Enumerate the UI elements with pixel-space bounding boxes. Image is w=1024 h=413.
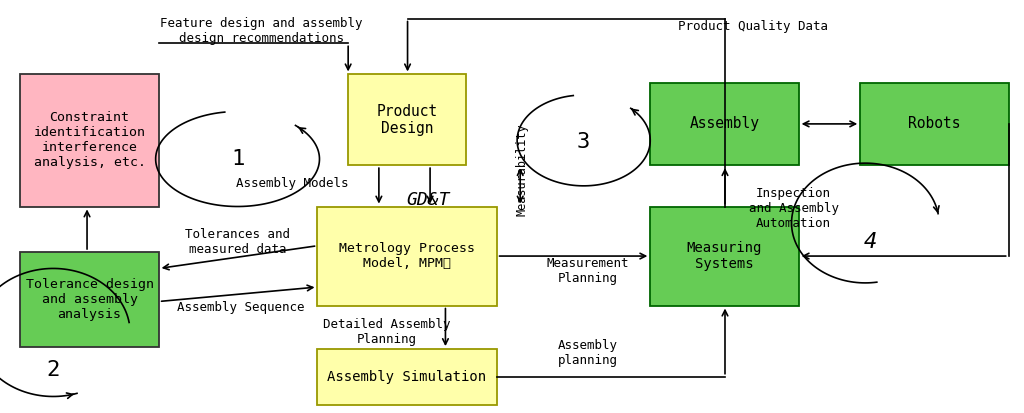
FancyBboxPatch shape xyxy=(650,83,799,165)
FancyBboxPatch shape xyxy=(20,74,159,206)
Text: Metrology Process
Model, MPM）: Metrology Process Model, MPM） xyxy=(339,242,475,270)
Text: Tolerance design
and assembly
analysis: Tolerance design and assembly analysis xyxy=(26,278,154,321)
FancyBboxPatch shape xyxy=(317,349,497,405)
Text: Product Quality Data: Product Quality Data xyxy=(678,20,827,33)
FancyBboxPatch shape xyxy=(860,83,1009,165)
Text: Assembly Models: Assembly Models xyxy=(236,177,348,190)
Text: Measurement
Planning: Measurement Planning xyxy=(547,256,629,285)
Text: Constraint
identification
interference
analysis, etc.: Constraint identification interference a… xyxy=(34,112,145,169)
Text: Measuring
Systems: Measuring Systems xyxy=(687,241,762,271)
Text: GD&T: GD&T xyxy=(407,191,450,209)
Text: 4: 4 xyxy=(863,232,878,252)
Text: Feature design and assembly
design recommendations: Feature design and assembly design recom… xyxy=(160,17,362,45)
Text: Tolerances and
measured data: Tolerances and measured data xyxy=(185,228,290,256)
Text: Inspection
and Assembly
Automation: Inspection and Assembly Automation xyxy=(749,187,839,230)
FancyBboxPatch shape xyxy=(650,206,799,306)
Text: Robots: Robots xyxy=(908,116,961,131)
Text: Measurability: Measurability xyxy=(516,123,528,216)
Text: Assembly: Assembly xyxy=(689,116,760,131)
Text: 1: 1 xyxy=(230,149,245,169)
Text: 2: 2 xyxy=(46,360,60,380)
FancyBboxPatch shape xyxy=(317,206,497,306)
FancyBboxPatch shape xyxy=(20,252,159,347)
Text: Detailed Assembly
Planning: Detailed Assembly Planning xyxy=(324,318,451,347)
Text: Assembly Simulation: Assembly Simulation xyxy=(328,370,486,384)
Text: Assembly Sequence: Assembly Sequence xyxy=(177,301,304,314)
FancyBboxPatch shape xyxy=(348,74,466,165)
Text: 3: 3 xyxy=(577,133,591,152)
Text: Product
Design: Product Design xyxy=(377,104,437,136)
Text: Assembly
planning: Assembly planning xyxy=(558,339,617,367)
